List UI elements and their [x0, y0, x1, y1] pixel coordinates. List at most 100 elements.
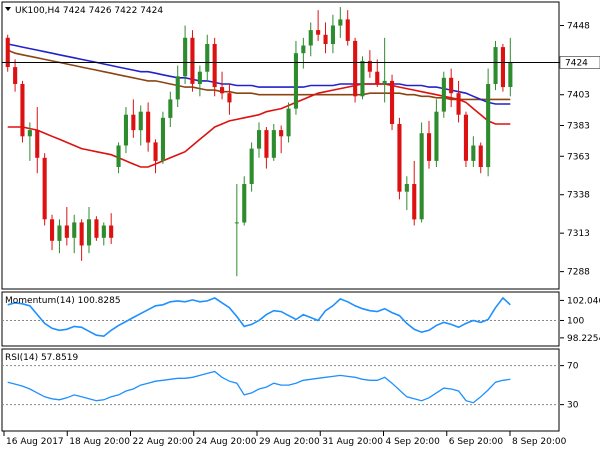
time-tick-label: 8 Sep 20:00: [512, 437, 567, 447]
candle-body: [293, 53, 298, 109]
candle-body: [160, 117, 165, 161]
time-axis: 16 Aug 2017 18 Aug 20:00 22 Aug 20:00 24 Au…: [3, 431, 567, 447]
candle: [212, 37, 217, 97]
momentum-tick-label: 100: [567, 316, 584, 326]
candle-body: [397, 124, 402, 192]
candle-body: [168, 99, 173, 118]
candle-body: [330, 25, 335, 44]
candle-body: [412, 184, 417, 220]
candle: [367, 50, 372, 78]
candle: [234, 183, 239, 277]
candle: [456, 80, 461, 123]
momentum-panel: 102.0463 100 98.2254 Momentum(14) 100.8285: [1, 291, 600, 347]
candle: [242, 176, 247, 226]
candle-body: [42, 157, 47, 220]
candle-body: [109, 225, 114, 238]
candle: [382, 37, 387, 103]
candle-body: [338, 19, 343, 26]
time-tick-label: 31 Aug 20:00: [322, 437, 383, 447]
time-tick-label: 6 Sep 20:00: [449, 437, 504, 447]
candle: [42, 153, 47, 226]
candle-body: [323, 34, 328, 44]
candle: [397, 117, 402, 200]
candle-body: [57, 225, 62, 241]
candle: [390, 74, 395, 131]
candle: [427, 120, 432, 169]
candle: [116, 142, 121, 174]
candle: [353, 37, 358, 103]
rsi-title: RSI(14) 57.8519: [5, 353, 78, 363]
candle-body: [375, 71, 380, 84]
candle-body: [227, 93, 232, 103]
moving-average-lines: [7, 43, 511, 168]
candle: [500, 43, 505, 92]
candle-body: [404, 184, 409, 192]
candle-body: [116, 145, 121, 167]
candle-body: [220, 87, 225, 94]
candle: [123, 107, 128, 154]
current-price-box: [559, 56, 600, 69]
candle: [175, 65, 180, 108]
momentum-line-path: [7, 296, 511, 338]
price-tick-label: 7363: [567, 152, 590, 162]
candle-body: [456, 93, 461, 115]
candle: [94, 216, 99, 241]
candle-body: [197, 71, 202, 84]
sma-fast-line: [7, 83, 511, 168]
candle: [345, 10, 350, 46]
candle-body: [390, 80, 395, 124]
candle-body: [493, 47, 498, 84]
candle-body: [286, 108, 291, 137]
rsi-line: [7, 370, 511, 404]
candle-body: [123, 114, 128, 146]
candle: [360, 56, 365, 100]
candle: [271, 123, 276, 161]
candle: [13, 59, 18, 92]
candle-body: [360, 60, 365, 97]
candle: [508, 37, 513, 97]
candle: [478, 142, 483, 174]
candle: [79, 219, 84, 261]
candle-body: [434, 111, 439, 161]
price-panel: 7424 7448 7403 7383 7363 7338 7313 7288 UK100,…: [1, 1, 600, 290]
candle-body: [175, 76, 180, 100]
candle: [486, 68, 491, 177]
candle-body: [50, 219, 55, 241]
candle: [404, 176, 409, 211]
candle-body: [205, 44, 210, 72]
candle: [227, 83, 232, 115]
momentum-title: Momentum(14) 100.8285: [5, 296, 121, 306]
candle: [20, 80, 25, 143]
candle: [286, 102, 291, 143]
candle-body: [64, 225, 69, 238]
candle-body: [146, 111, 151, 143]
candle: [197, 65, 202, 97]
candle: [64, 207, 69, 246]
candle-body: [419, 133, 424, 220]
time-tick-label: 16 Aug 2017: [6, 437, 64, 447]
price-tick-label: 7448: [567, 22, 590, 32]
candle-body: [353, 40, 358, 97]
candle-body: [35, 130, 40, 158]
candle-body: [508, 62, 513, 87]
collapse-triangle-icon[interactable]: [5, 7, 11, 11]
candle: [293, 40, 298, 115]
candle: [249, 142, 254, 192]
candle-body: [94, 219, 99, 238]
candle-body: [257, 130, 262, 149]
candle: [220, 71, 225, 100]
candle-body: [138, 111, 143, 131]
price-panel-frame: [1, 1, 560, 290]
candle: [190, 30, 195, 92]
candle: [316, 10, 321, 41]
candle-body: [20, 84, 25, 137]
candle-body: [13, 67, 18, 84]
chart-header: UK100,H4 7424 7426 7422 7424: [5, 6, 163, 16]
candle: [264, 127, 269, 169]
momentum-panel-frame: [1, 291, 560, 347]
candle-body: [5, 37, 10, 67]
candle-body: [441, 77, 446, 112]
time-tick-label: 22 Aug 20:00: [133, 437, 194, 447]
candle-body: [449, 77, 454, 94]
